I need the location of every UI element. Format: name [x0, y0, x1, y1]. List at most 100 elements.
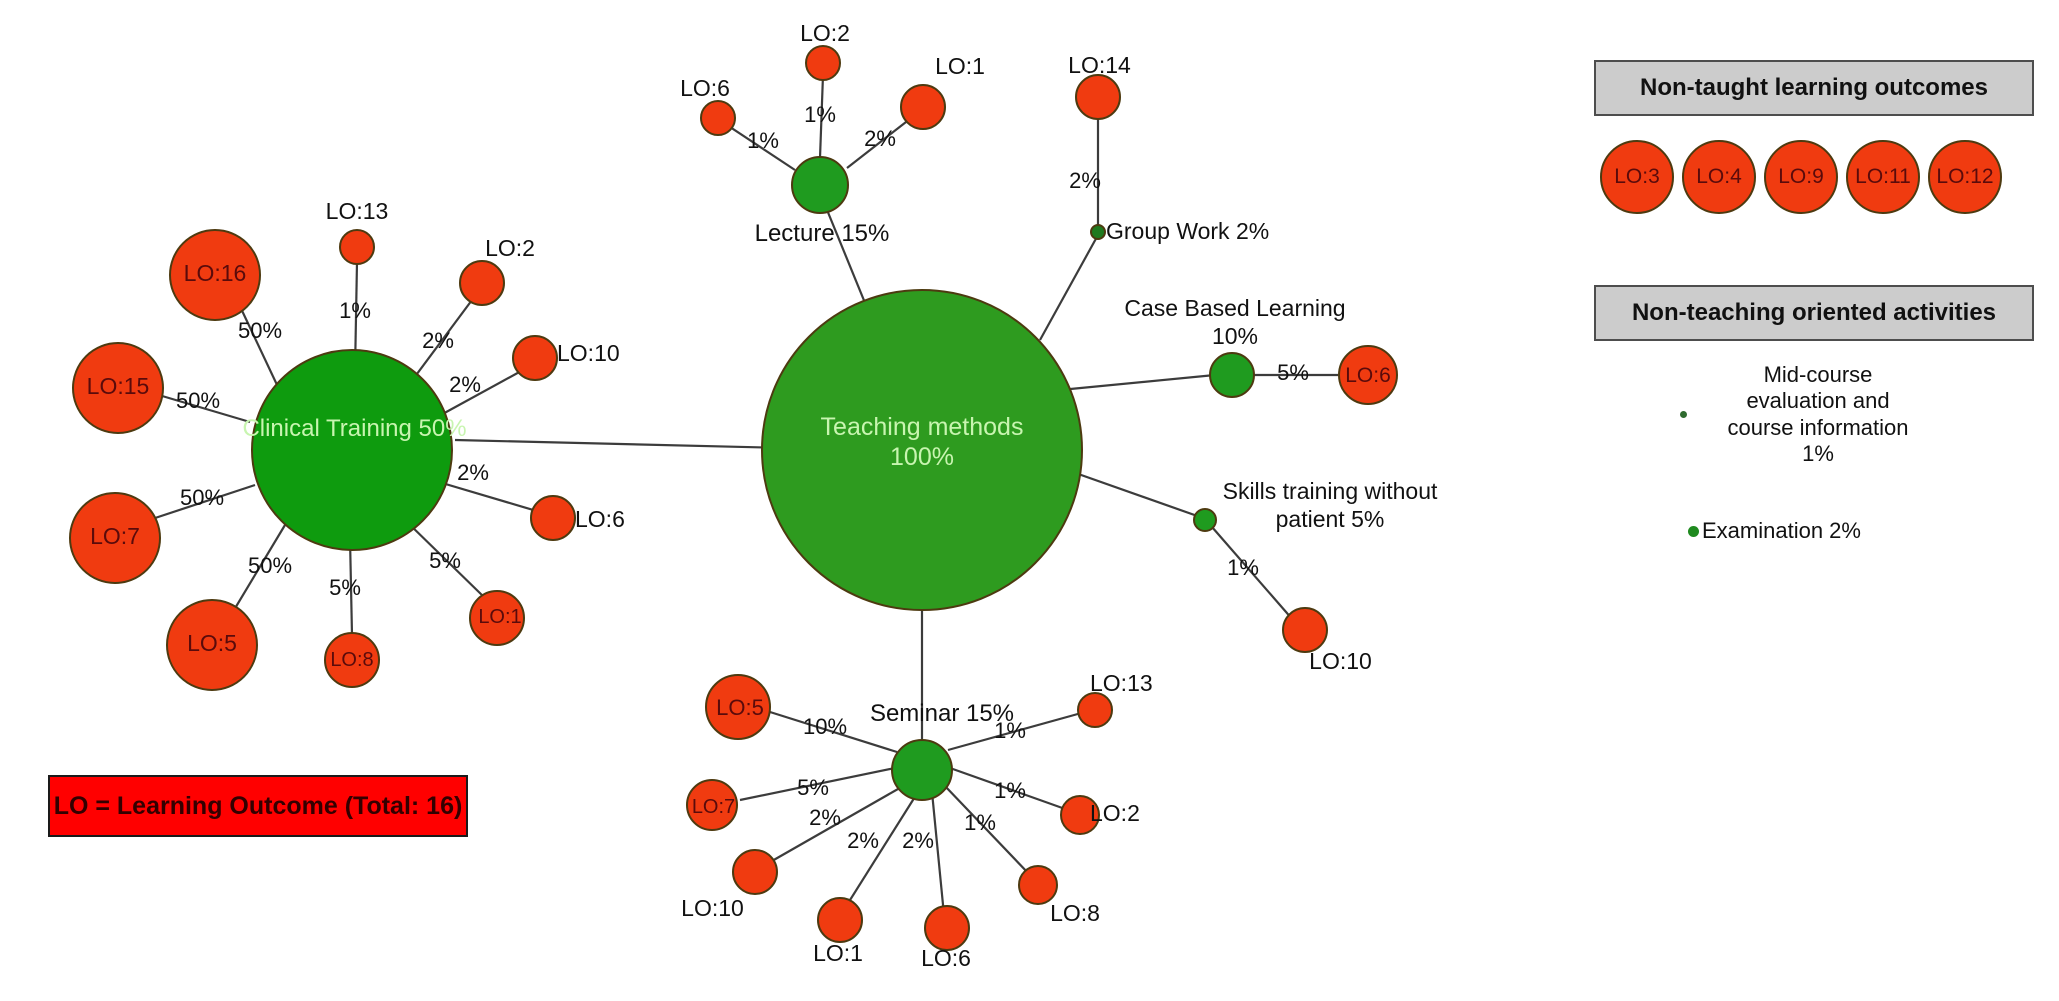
- method-node-group-work[interactable]: [1090, 224, 1106, 240]
- lo-node-sem-lo6[interactable]: [924, 905, 970, 951]
- midcourse-line2: evaluation and: [1746, 388, 1890, 414]
- label-cbl-line2: 10%: [1211, 322, 1259, 349]
- edge-skills-lo10: [1211, 526, 1294, 621]
- weight-ct-lo13: 1%: [339, 298, 371, 323]
- lo-label-sem-lo8: LO:8: [1050, 900, 1100, 926]
- lo-node-ct-lo5[interactable]: [166, 599, 258, 691]
- lo-node-sem-lo13[interactable]: [1077, 692, 1113, 728]
- lo-label-sem-lo5: LO:5: [716, 695, 764, 720]
- lo-badge-label: LO:3: [1614, 165, 1660, 188]
- weight-sem-lo10: 2%: [809, 805, 841, 830]
- edge-lecture-lo6: [726, 124, 796, 171]
- edge-clinical-lo16: [236, 299, 279, 388]
- label-skills-line1: Skills training without: [1222, 478, 1438, 504]
- lo-node-ct-lo1[interactable]: [469, 590, 525, 646]
- weight-sem-lo2: 1%: [994, 778, 1026, 803]
- lo-node-ct-lo8[interactable]: [324, 632, 380, 688]
- lo-label-sem-lo7: LO:7: [691, 796, 736, 818]
- weight-ct-lo10: 2%: [449, 372, 481, 397]
- lo-label-lec-lo2: LO:2: [800, 20, 850, 46]
- lo-node-ct-lo10[interactable]: [512, 335, 558, 381]
- weight-sem-lo5: 10%: [802, 714, 848, 739]
- method-node-skills-training[interactable]: [1193, 508, 1217, 532]
- midcourse-line4: 1%: [1802, 441, 1834, 467]
- weight-lec-lo1: 2%: [864, 126, 896, 151]
- edge-clinical-lo15: [151, 391, 251, 424]
- lo-node-sem-lo2[interactable]: [1060, 795, 1100, 835]
- label-case-based-learning: Case Based Learning 10%: [1110, 295, 1360, 350]
- weight-sem-lo7: 5%: [797, 775, 829, 800]
- panel-non-taught-header: Non-taught learning outcomes: [1594, 60, 2034, 116]
- lo-badge-label: LO:4: [1696, 165, 1742, 188]
- method-node-lecture[interactable]: [791, 156, 849, 214]
- lo-label-lec-lo6: LO:6: [680, 75, 730, 101]
- edge-seminar-lo8: [943, 784, 1031, 876]
- label-skills-line2: patient 5%: [1275, 505, 1385, 532]
- lo-label-ct-lo13: LO:13: [325, 198, 389, 224]
- lo-node-ct-lo7[interactable]: [69, 492, 161, 584]
- lo-node-sem-lo1[interactable]: [817, 897, 863, 943]
- method-node-clinical-training[interactable]: [251, 349, 453, 551]
- lo-badge[interactable]: LO:9: [1764, 140, 1838, 214]
- method-node-teaching-methods[interactable]: [761, 289, 1083, 611]
- panel-non-taught-items: LO:3 LO:4 LO:9 LO:11 LO:12: [1600, 140, 2030, 214]
- weight-sem-lo1: 2%: [847, 828, 879, 853]
- lo-badge-label: LO:12: [1936, 165, 1994, 188]
- lo-badge[interactable]: LO:4: [1682, 140, 1756, 214]
- lo-node-gw-lo14[interactable]: [1075, 74, 1121, 120]
- edge-seminar-lo10: [764, 784, 906, 866]
- weight-sem-lo8: 1%: [964, 810, 996, 835]
- lo-node-ct-lo15[interactable]: [72, 342, 164, 434]
- label-teaching-methods: Teaching methods 100%: [792, 412, 1052, 472]
- lo-node-sem-lo10[interactable]: [732, 849, 778, 895]
- lo-node-ct-lo6[interactable]: [530, 495, 576, 541]
- weight-ct-lo6: 2%: [457, 460, 489, 485]
- edge-clinical-lo1: [404, 519, 486, 599]
- lo-label-sem-lo2: LO:2: [1090, 800, 1140, 826]
- lo-node-ct-lo2[interactable]: [459, 260, 505, 306]
- lo-node-sem-lo8[interactable]: [1018, 865, 1058, 905]
- edge-root-cbl: [1059, 373, 1216, 392]
- panel-non-teaching-title: Non-teaching oriented activities: [1631, 299, 1997, 326]
- lo-node-ct-lo16[interactable]: [169, 229, 261, 321]
- edge-root-clinical: [454, 438, 787, 450]
- non-teaching-item-examination[interactable]: Examination 2%: [1688, 518, 1861, 544]
- lo-badge-label: LO:9: [1778, 165, 1824, 188]
- lo-label-gw-lo14: LO:14: [1068, 52, 1131, 78]
- non-teaching-item-midcourse[interactable]: Mid-course evaluation and course informa…: [1680, 362, 1943, 468]
- method-node-seminar[interactable]: [891, 739, 953, 801]
- lo-node-cbl-lo6[interactable]: [1338, 345, 1398, 405]
- method-node-case-based-learning[interactable]: [1209, 352, 1255, 398]
- lo-legend-label: LO = Learning Outcome (Total: 16): [53, 791, 463, 820]
- edge-seminar-lo7: [739, 766, 896, 802]
- label-teaching-methods-line1: Teaching methods: [820, 413, 1024, 441]
- lo-label-ct-lo8: LO:8: [330, 649, 374, 671]
- edge-clinical-lo6: [431, 478, 541, 514]
- lo-node-sem-lo7[interactable]: [686, 779, 738, 831]
- lo-node-ct-lo13[interactable]: [339, 229, 375, 265]
- lo-node-lec-lo2[interactable]: [805, 45, 841, 81]
- lo-badge[interactable]: LO:11: [1846, 140, 1920, 214]
- lo-node-st-lo10[interactable]: [1282, 607, 1328, 653]
- lo-node-lec-lo1[interactable]: [900, 84, 946, 130]
- weight-ct-lo1: 5%: [429, 548, 461, 573]
- edge-seminar-lo13: [947, 710, 1086, 752]
- edge-root-groupwork: [1039, 234, 1099, 341]
- lo-badge[interactable]: LO:3: [1600, 140, 1674, 214]
- lo-label-ct-lo1: LO:1: [478, 606, 522, 628]
- lo-badge[interactable]: LO:12: [1928, 140, 2002, 214]
- weight-cbl-lo6: 5%: [1277, 360, 1309, 385]
- green-dot-icon: [1680, 411, 1687, 419]
- edge-lecture-lo2: [818, 74, 825, 159]
- panel-non-taught-title: Non-taught learning outcomes: [1640, 74, 1988, 101]
- lo-legend-box: LO = Learning Outcome (Total: 16): [48, 775, 468, 837]
- lo-label-ct-lo16: LO:16: [183, 260, 247, 286]
- lo-node-lec-lo6[interactable]: [700, 100, 736, 136]
- edge-seminar-lo5: [769, 710, 898, 754]
- edge-clinical-lo5: [227, 524, 286, 621]
- lo-node-sem-lo5[interactable]: [705, 674, 771, 740]
- lo-label-lec-lo1: LO:1: [935, 53, 985, 79]
- lo-label-sem-lo6: LO:6: [921, 945, 971, 971]
